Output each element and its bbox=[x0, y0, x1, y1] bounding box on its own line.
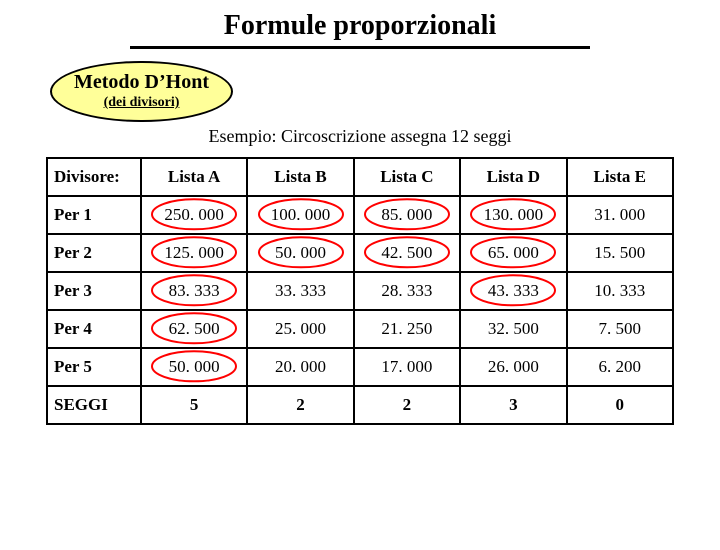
table-row: Per 1 250. 000 100. 000 85. 000 130. 000 31. … bbox=[47, 196, 673, 234]
table-cell: 65. 000 bbox=[460, 234, 566, 272]
table-cell: 42. 500 bbox=[354, 234, 460, 272]
highlighted-value: 65. 000 bbox=[488, 243, 539, 263]
highlighted-value: 50. 000 bbox=[169, 357, 220, 377]
table-cell: 20. 000 bbox=[247, 348, 353, 386]
table-header-row: Divisore: Lista A Lista B Lista C Lista … bbox=[47, 158, 673, 196]
table-cell: 33. 333 bbox=[247, 272, 353, 310]
table-cell: 31. 000 bbox=[567, 196, 673, 234]
method-badge: Metodo D’Hont (dei divisori) bbox=[50, 61, 233, 122]
table-cell: 130. 000 bbox=[460, 196, 566, 234]
table-row: Per 2 125. 000 50. 000 42. 500 65. 000 15. 50… bbox=[47, 234, 673, 272]
table-cell: 50. 000 bbox=[141, 348, 247, 386]
page-title: Formule proporzionali bbox=[0, 10, 720, 42]
method-badge-main: Metodo D’Hont bbox=[74, 71, 209, 93]
table-cell: 25. 000 bbox=[247, 310, 353, 348]
highlighted-value: 250. 000 bbox=[164, 205, 224, 225]
highlighted-value: 43. 333 bbox=[488, 281, 539, 301]
table-row: Per 3 83. 333 33. 33328. 333 43. 333 10. 333 bbox=[47, 272, 673, 310]
table-row: Per 5 50. 000 20. 00017. 00026. 0006. 200 bbox=[47, 348, 673, 386]
table-cell: 32. 500 bbox=[460, 310, 566, 348]
row-header: Per 1 bbox=[47, 196, 141, 234]
table-cell: 43. 333 bbox=[460, 272, 566, 310]
seggi-value: 3 bbox=[460, 386, 566, 424]
table-cell: 62. 500 bbox=[141, 310, 247, 348]
table-cell: 15. 500 bbox=[567, 234, 673, 272]
highlighted-value: 130. 000 bbox=[484, 205, 544, 225]
table-row: Per 4 62. 500 25. 00021. 25032. 5007. 500 bbox=[47, 310, 673, 348]
col-header: Lista B bbox=[247, 158, 353, 196]
seggi-value: 0 bbox=[567, 386, 673, 424]
table-cell: 50. 000 bbox=[247, 234, 353, 272]
row-header: Per 2 bbox=[47, 234, 141, 272]
table-cell: 6. 200 bbox=[567, 348, 673, 386]
title-underline bbox=[130, 46, 590, 49]
seggi-label: SEGGI bbox=[47, 386, 141, 424]
table-cell: 83. 333 bbox=[141, 272, 247, 310]
table-cell: 7. 500 bbox=[567, 310, 673, 348]
table-corner: Divisore: bbox=[47, 158, 141, 196]
highlighted-value: 50. 000 bbox=[275, 243, 326, 263]
highlighted-value: 85. 000 bbox=[381, 205, 432, 225]
col-header: Lista C bbox=[354, 158, 460, 196]
table-cell: 100. 000 bbox=[247, 196, 353, 234]
table-cell: 17. 000 bbox=[354, 348, 460, 386]
table-cell: 85. 000 bbox=[354, 196, 460, 234]
seggi-row: SEGGI52230 bbox=[47, 386, 673, 424]
example-text: Esempio: Circoscrizione assegna 12 seggi bbox=[0, 126, 720, 147]
table-cell: 250. 000 bbox=[141, 196, 247, 234]
table-cell: 28. 333 bbox=[354, 272, 460, 310]
col-header: Lista E bbox=[567, 158, 673, 196]
col-header: Lista D bbox=[460, 158, 566, 196]
highlighted-value: 62. 500 bbox=[169, 319, 220, 339]
seggi-value: 2 bbox=[354, 386, 460, 424]
table-cell: 125. 000 bbox=[141, 234, 247, 272]
table-cell: 21. 250 bbox=[354, 310, 460, 348]
highlighted-value: 125. 000 bbox=[164, 243, 224, 263]
highlighted-value: 42. 500 bbox=[381, 243, 432, 263]
table-cell: 26. 000 bbox=[460, 348, 566, 386]
table-cell: 10. 333 bbox=[567, 272, 673, 310]
highlighted-value: 100. 000 bbox=[271, 205, 331, 225]
method-badge-sub: (dei divisori) bbox=[74, 95, 209, 110]
row-header: Per 3 bbox=[47, 272, 141, 310]
dhont-table: Divisore: Lista A Lista B Lista C Lista … bbox=[46, 157, 674, 425]
col-header: Lista A bbox=[141, 158, 247, 196]
seggi-value: 5 bbox=[141, 386, 247, 424]
row-header: Per 4 bbox=[47, 310, 141, 348]
highlighted-value: 83. 333 bbox=[169, 281, 220, 301]
row-header: Per 5 bbox=[47, 348, 141, 386]
seggi-value: 2 bbox=[247, 386, 353, 424]
